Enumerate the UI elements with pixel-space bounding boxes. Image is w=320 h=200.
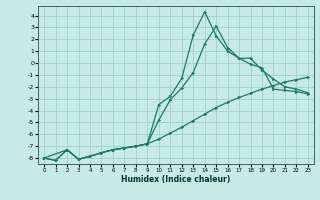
X-axis label: Humidex (Indice chaleur): Humidex (Indice chaleur) — [121, 175, 231, 184]
